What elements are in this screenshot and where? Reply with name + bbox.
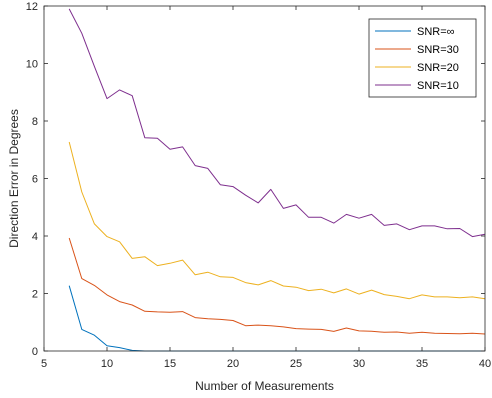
y-tick-label: 2 <box>32 289 38 301</box>
y-tick-label: 0 <box>32 346 38 358</box>
series-line-2 <box>68 237 486 335</box>
y-tick-label: 12 <box>26 1 38 13</box>
x-tick-label: 15 <box>164 358 176 370</box>
legend-label-2: SNR=30 <box>417 44 459 56</box>
legend-box <box>368 18 477 98</box>
legend: SNR=∞ SNR=30 SNR=20 SNR=10 <box>368 18 477 98</box>
x-tick-label: 5 <box>41 358 47 370</box>
ticks-layer: 5 10 15 20 25 30 35 40 0 2 4 6 8 10 12 <box>26 1 491 370</box>
y-tick-label: 8 <box>32 116 38 128</box>
x-tick-label: 20 <box>227 358 239 370</box>
y-tick-label: 6 <box>32 174 38 186</box>
x-tick-label: 30 <box>353 358 365 370</box>
legend-label-3: SNR=20 <box>417 62 459 74</box>
x-tick-label: 25 <box>290 358 302 370</box>
x-tick-label: 35 <box>416 358 428 370</box>
series-line-4 <box>68 8 486 238</box>
x-tick-label: 10 <box>101 358 113 370</box>
x-axis-title: Number of Measurements <box>195 379 334 393</box>
x-tick-label: 40 <box>479 358 491 370</box>
y-axis-title: Direction Error in Degrees <box>7 109 21 248</box>
legend-label-1: SNR=∞ <box>417 26 455 38</box>
series-line-3 <box>68 141 486 300</box>
y-tick-label: 10 <box>26 59 38 71</box>
legend-label-4: SNR=10 <box>417 80 459 92</box>
y-tick-label: 4 <box>32 231 38 243</box>
